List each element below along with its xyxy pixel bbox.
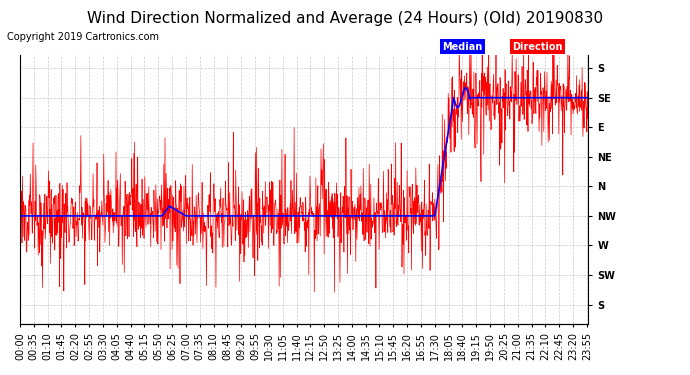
Text: Copyright 2019 Cartronics.com: Copyright 2019 Cartronics.com (7, 32, 159, 42)
Text: Wind Direction Normalized and Average (24 Hours) (Old) 20190830: Wind Direction Normalized and Average (2… (87, 11, 603, 26)
Text: Median: Median (442, 42, 483, 52)
Text: Direction: Direction (512, 42, 562, 52)
